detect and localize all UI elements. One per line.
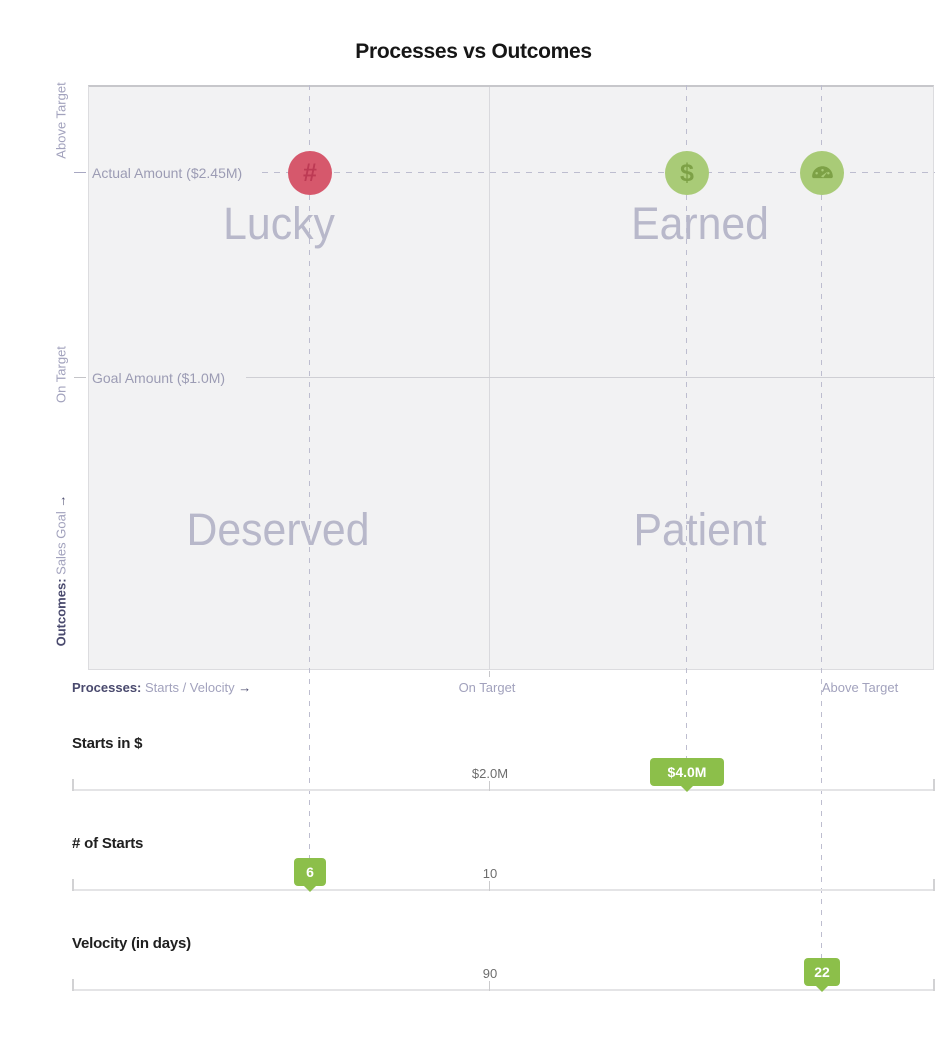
goal-line-left-tick xyxy=(74,377,86,378)
goal-amount-line xyxy=(246,377,935,378)
scale-left-tick xyxy=(72,979,74,991)
scale-title-starts-count: # of Starts xyxy=(72,835,144,852)
gridline-starts-dollars xyxy=(686,85,687,758)
gridline-velocity xyxy=(821,85,822,958)
scale-center-tick xyxy=(489,781,490,791)
scale-badge-starts-count[interactable]: 6 xyxy=(294,858,326,886)
scale-right-tick xyxy=(933,879,935,891)
right-arrow-icon: → xyxy=(238,680,252,695)
quadrant-label-patient: Patient xyxy=(633,504,767,555)
scale-center-tick xyxy=(489,981,490,991)
scale-center-label-starts-dollars: $2.0M xyxy=(471,766,509,781)
dollar-icon: $ xyxy=(680,158,694,187)
y-axis-label-bold: Outcomes: xyxy=(53,578,69,647)
scale-right-tick xyxy=(933,779,935,791)
scale-track-starts-count[interactable] xyxy=(72,889,935,891)
x-axis-label-bold: Processes: xyxy=(72,680,142,695)
x-tick-on-target: On Target xyxy=(458,680,516,695)
scale-right-tick xyxy=(933,979,935,991)
scale-track-starts-dollars[interactable] xyxy=(72,789,935,791)
scale-center-tick xyxy=(489,881,490,891)
gauge-icon xyxy=(809,160,836,187)
page-title: Processes vs Outcomes xyxy=(355,40,592,63)
badge-pointer xyxy=(680,785,694,792)
up-arrow-icon: → xyxy=(53,494,69,508)
y-axis-label: Outcomes: Sales Goal → xyxy=(54,466,69,676)
scale-left-tick xyxy=(72,779,74,791)
x-axis-label-rest: Starts / Velocity xyxy=(141,680,239,695)
gridline-starts-count xyxy=(309,85,310,860)
y-tick-above-target: Above Target xyxy=(53,82,69,159)
badge-pointer xyxy=(303,885,317,892)
x-tick-above-target: Above Target xyxy=(821,680,899,695)
marker-starts-count[interactable]: # xyxy=(288,151,332,195)
scale-center-label-starts-count: 10 xyxy=(482,866,498,881)
badge-pointer xyxy=(815,985,829,992)
x-axis-center-tick xyxy=(489,671,490,677)
quadrant-vertical-divider xyxy=(489,87,490,669)
quadrant-label-deserved: Deserved xyxy=(186,504,370,555)
scale-badge-velocity[interactable]: 22 xyxy=(804,958,840,986)
quadrant-label-lucky: Lucky xyxy=(223,198,335,249)
y-tick-on-target: On Target xyxy=(53,346,69,403)
x-axis-label: Processes: Starts / Velocity → xyxy=(72,680,251,695)
hash-icon: # xyxy=(303,158,317,187)
quadrant-label-earned: Earned xyxy=(631,198,769,249)
actual-amount-line xyxy=(262,172,935,173)
scale-center-label-velocity: 90 xyxy=(482,966,498,981)
scale-badge-starts-dollars[interactable]: $4.0M xyxy=(650,758,724,786)
y-axis-label-rest: Sales Goal xyxy=(53,507,69,579)
scale-title-starts-dollars: Starts in $ xyxy=(72,735,143,752)
actual-line-left-tick xyxy=(74,172,86,173)
marker-starts-dollars[interactable]: $ xyxy=(665,151,709,195)
marker-velocity[interactable] xyxy=(800,151,844,195)
scale-left-tick xyxy=(72,879,74,891)
goal-amount-label: Goal Amount ($1.0M) xyxy=(92,370,226,386)
scale-title-velocity: Velocity (in days) xyxy=(72,935,191,952)
scale-track-velocity[interactable] xyxy=(72,989,935,991)
actual-amount-label: Actual Amount ($2.45M) xyxy=(92,165,243,181)
